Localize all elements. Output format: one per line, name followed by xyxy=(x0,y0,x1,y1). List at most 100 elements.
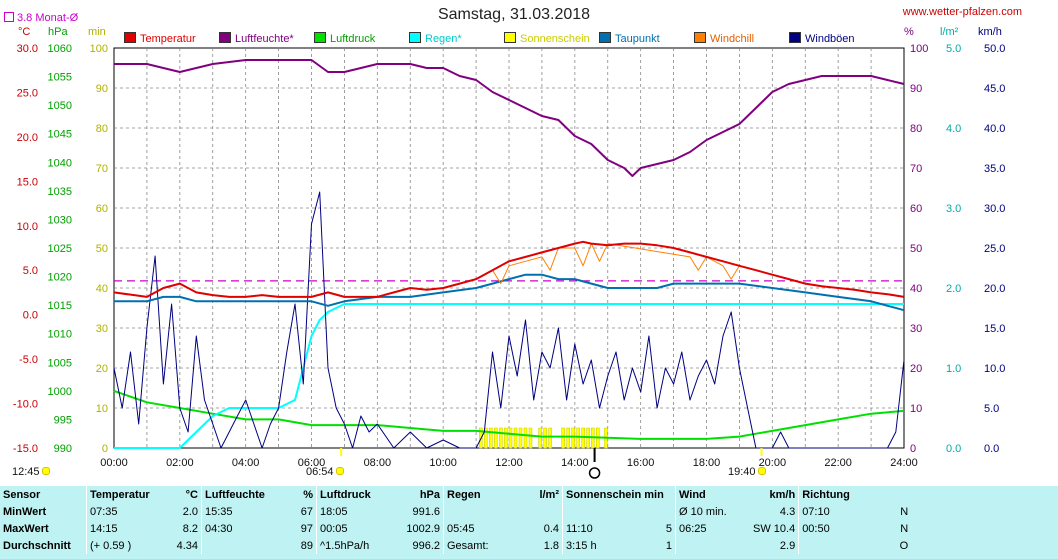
sunshine-bar xyxy=(513,427,518,449)
pressure-tick-label: 1035 xyxy=(48,186,72,198)
dir-time: 07:10 xyxy=(798,503,866,520)
wind-tick-label: 15.0 xyxy=(984,323,1005,335)
legend-label: Windböen xyxy=(805,33,855,45)
rain-time xyxy=(443,503,520,520)
sun-value xyxy=(647,503,676,520)
sunshine-tick-label: 90 xyxy=(96,83,108,95)
temp-time: (+ 0.59 ) xyxy=(86,537,161,554)
wind-value: 2.9 xyxy=(779,539,796,552)
legend-label: Sonnenschein xyxy=(520,33,590,45)
rain-value: 1.8 xyxy=(543,539,559,552)
stats-header-row: Sensor Temperatur °C Luftfeuchte % Luftd… xyxy=(0,486,911,503)
legend-swatch xyxy=(789,32,801,43)
legend-regen: Regen* xyxy=(409,32,462,45)
avg-box-icon xyxy=(4,12,14,22)
day-length-text: 12:45 xyxy=(12,466,40,478)
pressure-tick-label: 1015 xyxy=(48,300,72,312)
time-tick-label: 12:00 xyxy=(495,457,523,469)
header-richtung-value xyxy=(865,486,911,503)
sunshine-bar xyxy=(484,427,488,449)
chart-title: Samstag, 31.03.2018 xyxy=(437,6,591,23)
humidity-tick-label: 70 xyxy=(910,163,922,175)
chart-series xyxy=(113,59,905,449)
header-sonnenschein: Sonnenschein min xyxy=(562,486,676,503)
time-tick-label: 18:00 xyxy=(693,457,721,469)
pressure-tick-label: 1000 xyxy=(48,386,72,398)
wind-time: 06:25 xyxy=(675,520,750,537)
hum-value: 97 xyxy=(300,522,313,535)
sunshine-bar xyxy=(489,427,493,449)
temperature-tick-label: 15.0 xyxy=(17,176,38,188)
sunshine-bar xyxy=(538,427,542,449)
dir-value: N xyxy=(900,505,909,518)
hum-value: 67 xyxy=(300,505,313,518)
sun-time: 3:15 h xyxy=(561,537,647,554)
temperature-tick-label: -15.0 xyxy=(13,443,38,455)
website-link[interactable]: www.wetter-pfalzen.com xyxy=(902,6,1022,18)
monthly-average-label: 3.8 Monat-Ø xyxy=(4,12,78,24)
temperature-tick-label: 10.0 xyxy=(17,221,38,233)
temperature-tick-label: 20.0 xyxy=(17,132,38,144)
press-time: ^1.5hPa/h xyxy=(316,537,395,554)
series-line-temperatur xyxy=(113,240,905,298)
legend-luftdruck: Luftdruck xyxy=(314,32,375,45)
temperature-tick-label: -5.0 xyxy=(19,354,38,366)
sunshine-bar xyxy=(508,427,513,449)
sunshine-bar xyxy=(523,427,528,449)
legend-label: Windchill xyxy=(710,33,755,45)
pressure-tick-label: 1040 xyxy=(48,157,72,169)
dir-value: N xyxy=(900,522,909,535)
temp-value: 8.2 xyxy=(182,522,198,535)
sunshine-bar xyxy=(518,427,523,449)
legend-swatch xyxy=(409,32,421,43)
sunshine-tick-label: 0 xyxy=(102,443,108,455)
sunshine-bar xyxy=(561,427,565,449)
stats-row-durchschnitt: Durchschnitt (+ 0.59 ) 4.34 89 ^1.5hPa/h… xyxy=(0,537,911,554)
wind-tick-label: 40.0 xyxy=(984,123,1005,135)
wind-tick-label: 0.0 xyxy=(984,443,999,455)
sun-icon xyxy=(757,467,766,475)
wind-value: SW 10.4 xyxy=(753,522,796,535)
legend-temperatur: Temperatur xyxy=(124,32,196,45)
day-length-marker: 12:45 xyxy=(12,466,50,478)
humidity-tick-label: 20 xyxy=(910,363,922,375)
stats-row-maxwert: MaxWert 14:15 8.2 04:30 97 00:05 1002.9 … xyxy=(0,520,911,537)
time-tick-label: 06:00 xyxy=(298,457,326,469)
sun-markers xyxy=(340,448,763,479)
time-tick-label: 04:00 xyxy=(232,457,260,469)
sunrise-marker: 06:54 xyxy=(306,466,344,478)
sunshine-bar xyxy=(566,427,570,449)
series-line-taupunkt xyxy=(114,273,905,312)
row-label: MinWert xyxy=(3,505,47,518)
unit-percent: % xyxy=(904,26,914,38)
humidity-tick-label: 40 xyxy=(910,283,922,295)
wind-tick-label: 35.0 xyxy=(984,163,1005,175)
dir-time: 00:50 xyxy=(798,520,866,537)
monthly-average-text: 3.8 Monat-Ø xyxy=(17,12,79,24)
sunshine-tick-label: 50 xyxy=(96,243,108,255)
header-wind: Wind xyxy=(675,486,750,503)
sunshine-bar xyxy=(494,427,498,449)
legend-label: Regen* xyxy=(425,33,462,45)
humidity-tick-label: 100 xyxy=(910,43,928,55)
hum-value: 89 xyxy=(300,539,313,552)
header-regen-unit: l/m² xyxy=(539,488,559,501)
header-temperatur-unit: °C xyxy=(185,488,198,501)
pressure-tick-label: 1050 xyxy=(48,100,72,112)
wind-tick-label: 10.0 xyxy=(984,363,1005,375)
unit-lm2: l/m² xyxy=(940,26,959,38)
header-luftfeuchte-unit: % xyxy=(303,488,313,501)
header-sensor: Sensor xyxy=(3,488,41,501)
series-line-luftdruck xyxy=(113,389,905,440)
temp-time: 14:15 xyxy=(86,520,161,537)
time-tick-label: 22:00 xyxy=(824,457,852,469)
header-temperatur: Temperatur xyxy=(86,486,161,503)
rain-tick-label: 5.0 xyxy=(946,43,961,55)
sun-value: 1 xyxy=(665,539,672,552)
time-tick-label: 02:00 xyxy=(166,457,194,469)
pressure-tick-label: 1060 xyxy=(48,43,72,55)
legend-windchill: Windchill xyxy=(694,32,754,45)
pressure-tick-label: 990 xyxy=(54,443,72,455)
wind-tick-label: 30.0 xyxy=(984,203,1005,215)
legend-luftfeuchte: Luftfeuchte* xyxy=(219,32,294,45)
